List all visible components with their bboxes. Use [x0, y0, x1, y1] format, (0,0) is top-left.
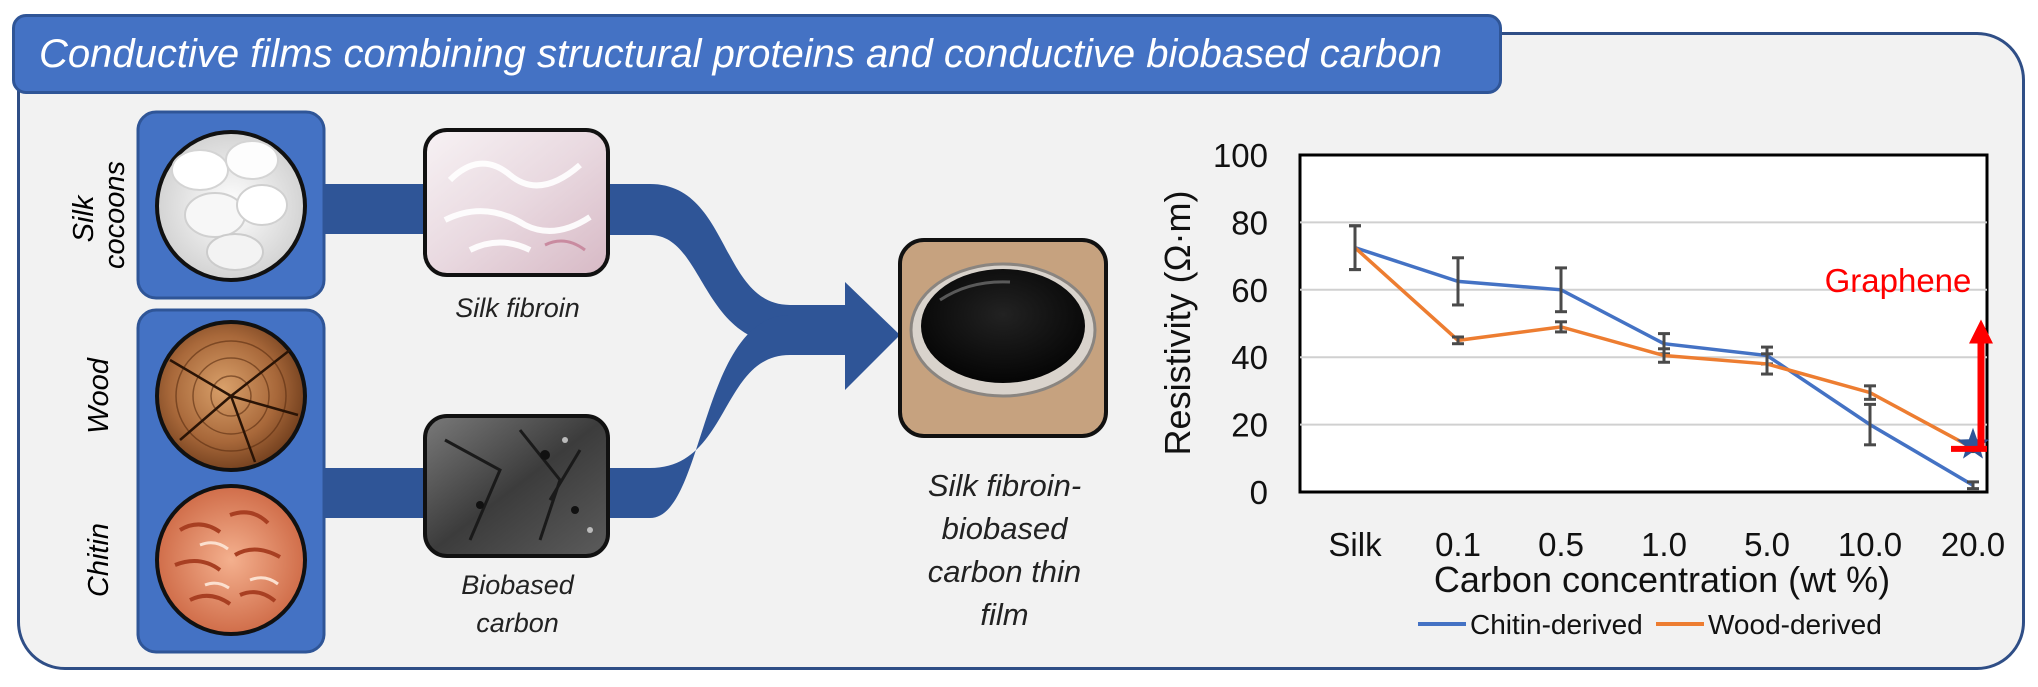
- graphene-annotation: Graphene: [1825, 262, 1993, 459]
- y-tick-label: 80: [1231, 204, 1268, 241]
- x-tick-label: 20.0: [1941, 526, 2005, 563]
- flow-upper-branch: [605, 184, 850, 345]
- biobased-carbon-image: [423, 414, 610, 558]
- x-tick-label: 10.0: [1838, 526, 1902, 563]
- y-tick-label: 60: [1231, 272, 1268, 309]
- x-axis-label: Carbon concentration (wt %): [1434, 559, 1890, 600]
- title-banner: Conductive films combining structural pr…: [12, 14, 1502, 94]
- graphene-arrow-head: [1969, 319, 1993, 344]
- wood-image: [155, 320, 307, 472]
- flow-lower-branch: [605, 315, 850, 518]
- page-title: Conductive films combining structural pr…: [39, 32, 1442, 76]
- chitin-image: [155, 484, 307, 636]
- x-tick-label: 5.0: [1744, 526, 1790, 563]
- x-tick-label: 1.0: [1641, 526, 1687, 563]
- plot-area: [1298, 153, 1989, 494]
- y-axis-label: Resistivity (Ω·m): [1157, 191, 1198, 456]
- x-tick-label: 0.5: [1538, 526, 1584, 563]
- caption-silk-fibroin: Silk fibroin: [455, 293, 580, 323]
- y-tick-labels: 0 20 40 60 80 100: [1213, 137, 1268, 511]
- connector-carbon: [320, 468, 430, 518]
- legend: Chitin-derived Wood-derived: [1418, 609, 1882, 640]
- graphene-star-marker: [1956, 427, 1990, 459]
- legend-label: Wood-derived: [1708, 609, 1882, 640]
- silk-cocoons-image: [155, 130, 307, 282]
- caption-thin-film: Silk fibroin-biobased carbon thin film: [927, 468, 1082, 632]
- thin-film-image: [898, 238, 1108, 438]
- y-tick-label: 0: [1250, 474, 1268, 511]
- y-tick-label: 40: [1231, 339, 1268, 376]
- x-tick-labels: Silk 0.1 0.5 1.0 5.0 10.0 20.0: [1328, 526, 2005, 563]
- series-lines: [1349, 224, 1979, 491]
- x-tick-label: Silk: [1328, 526, 1382, 563]
- y-tick-label: 100: [1213, 137, 1268, 174]
- graphene-label: Graphene: [1825, 262, 1972, 299]
- caption-biobased-carbon: Biobased carbon: [461, 570, 574, 638]
- x-tick-label: 0.1: [1435, 526, 1481, 563]
- flow-arrow-head: [845, 282, 900, 390]
- y-tick-label: 20: [1231, 407, 1268, 444]
- legend-label: Chitin-derived: [1470, 609, 1643, 640]
- connector-silk: [320, 184, 430, 234]
- silk-fibroin-image: [423, 128, 610, 277]
- series-wood-derived: [1349, 224, 1979, 454]
